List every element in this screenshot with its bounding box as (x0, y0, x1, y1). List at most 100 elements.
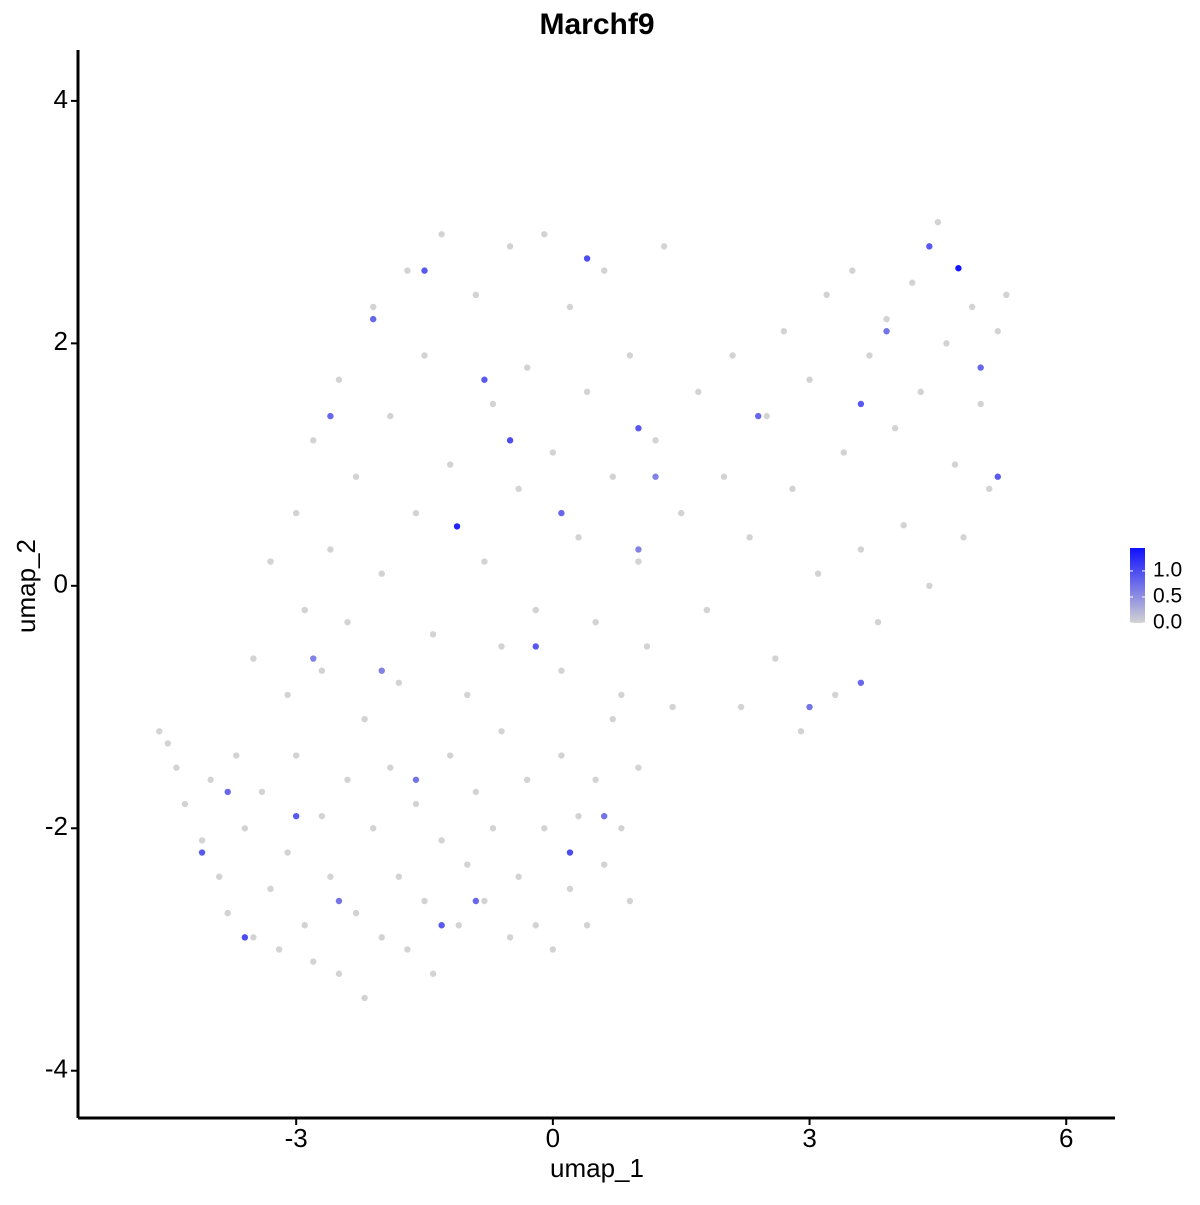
cell-point (780, 328, 788, 335)
cell-point (292, 812, 300, 820)
cell-point (335, 376, 343, 383)
cell-point (361, 994, 368, 1002)
cell-point (720, 473, 728, 480)
cell-point (472, 291, 480, 299)
cell-point (866, 352, 873, 359)
cell-point (806, 376, 813, 383)
cell-point (292, 509, 300, 517)
cell-point (241, 825, 249, 832)
cell-point (575, 534, 582, 541)
cell-point (327, 873, 334, 880)
cell-point (310, 437, 317, 444)
cell-point (464, 861, 471, 868)
cell-point (292, 752, 300, 759)
y-tick-label: 4 (54, 84, 68, 114)
x-axis-label: umap_1 (550, 1153, 644, 1183)
cell-point (250, 934, 257, 941)
cell-point (369, 303, 377, 311)
cell-point (977, 364, 984, 371)
cell-point (986, 485, 993, 493)
cell-point (335, 897, 343, 905)
cell-point (755, 412, 762, 420)
cell-point (857, 679, 865, 686)
colorbar-label: 1.0 (1153, 558, 1182, 581)
cell-point (618, 825, 625, 832)
cell-point (840, 449, 847, 456)
cell-point (934, 218, 942, 226)
cell-point (592, 618, 599, 626)
cell-point (857, 400, 865, 408)
cell-point (506, 934, 514, 941)
cell-point (558, 752, 565, 759)
cell-point (378, 667, 385, 674)
cell-point (352, 909, 360, 917)
cell-point (746, 534, 753, 541)
cell-point (532, 922, 539, 929)
cell-point (583, 388, 591, 396)
cell-point (955, 265, 962, 272)
cell-point (198, 837, 206, 844)
cell-point (891, 425, 899, 432)
cell-point (335, 970, 343, 977)
cell-point (541, 231, 548, 238)
cell-point (635, 425, 642, 432)
cell-point (310, 655, 317, 662)
cell-point (464, 691, 471, 699)
cell-point (968, 303, 976, 311)
cell-point (703, 606, 711, 614)
colorbar (1130, 548, 1145, 623)
cell-point (558, 509, 565, 517)
cell-point (737, 703, 745, 711)
cell-point (609, 473, 616, 480)
cell-point (224, 788, 231, 796)
cell-point (583, 255, 591, 262)
cell-point (361, 715, 368, 723)
cell-point (395, 873, 403, 880)
cell-point (446, 752, 454, 759)
cell-point (532, 606, 539, 614)
cell-point (558, 667, 565, 674)
cell-point (1003, 291, 1010, 299)
cell-point (455, 922, 462, 929)
cell-point (797, 728, 805, 735)
cell-point (250, 655, 257, 662)
cell-point (481, 376, 488, 383)
cell-point (806, 703, 813, 711)
cell-point (763, 412, 770, 420)
cell-point (233, 752, 240, 759)
cell-point (523, 364, 531, 371)
cell-point (652, 473, 659, 480)
cell-point (318, 812, 326, 820)
cell-point (789, 485, 796, 493)
cell-point (601, 861, 608, 868)
cell-point (772, 655, 779, 662)
cell-point (453, 523, 461, 530)
cell-point (917, 388, 924, 396)
colorbar-label: 0.0 (1153, 611, 1182, 634)
cell-point (643, 643, 651, 650)
cell-point (481, 558, 488, 565)
cell-point (977, 400, 984, 408)
cell-point (429, 631, 437, 638)
cell-point (575, 812, 582, 820)
cell-point (344, 618, 351, 626)
cell-point (310, 958, 317, 965)
cell-point (241, 934, 249, 941)
cell-point (909, 279, 916, 286)
cell-point (258, 788, 266, 796)
cell-point (327, 412, 334, 420)
cell-point (378, 570, 385, 577)
cell-point (669, 703, 676, 711)
cell-point (541, 825, 548, 832)
cell-point (926, 582, 933, 590)
cell-point (472, 788, 480, 796)
y-tick-label: 2 (54, 326, 68, 356)
cell-point (566, 849, 574, 856)
cell-point (515, 485, 522, 493)
cell-point (198, 849, 206, 856)
cell-point (635, 764, 642, 771)
cell-point (498, 643, 505, 650)
cell-point (412, 800, 420, 808)
